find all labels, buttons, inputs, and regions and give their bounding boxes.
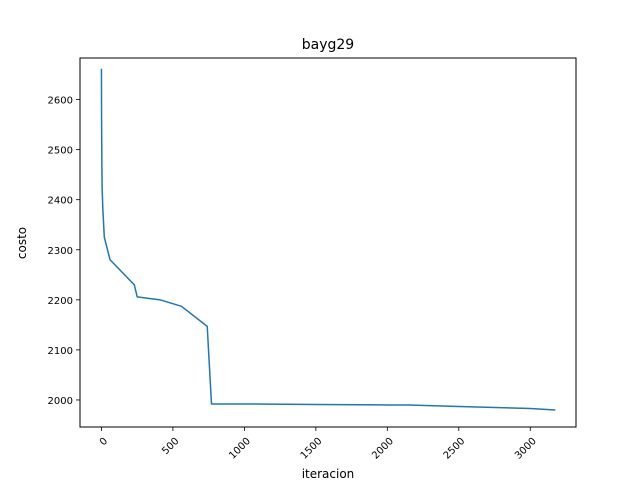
y-tick-label: 2100	[48, 346, 73, 357]
chart-title: bayg29	[302, 37, 354, 53]
x-axis-label: iteracion	[302, 467, 355, 480]
plot-area	[100, 68, 556, 411]
y-tick-label: 2300	[48, 246, 73, 257]
series-line-1	[100, 68, 556, 411]
y-axis-label: costo	[15, 227, 29, 259]
y-tick-label: 2600	[48, 96, 73, 107]
y-tick-label: 2400	[48, 196, 73, 207]
plot-frame	[79, 57, 577, 428]
y-tick-label: 2500	[48, 146, 73, 157]
y-tick-label: 2200	[48, 296, 73, 307]
y-tick-label: 2000	[48, 396, 73, 407]
